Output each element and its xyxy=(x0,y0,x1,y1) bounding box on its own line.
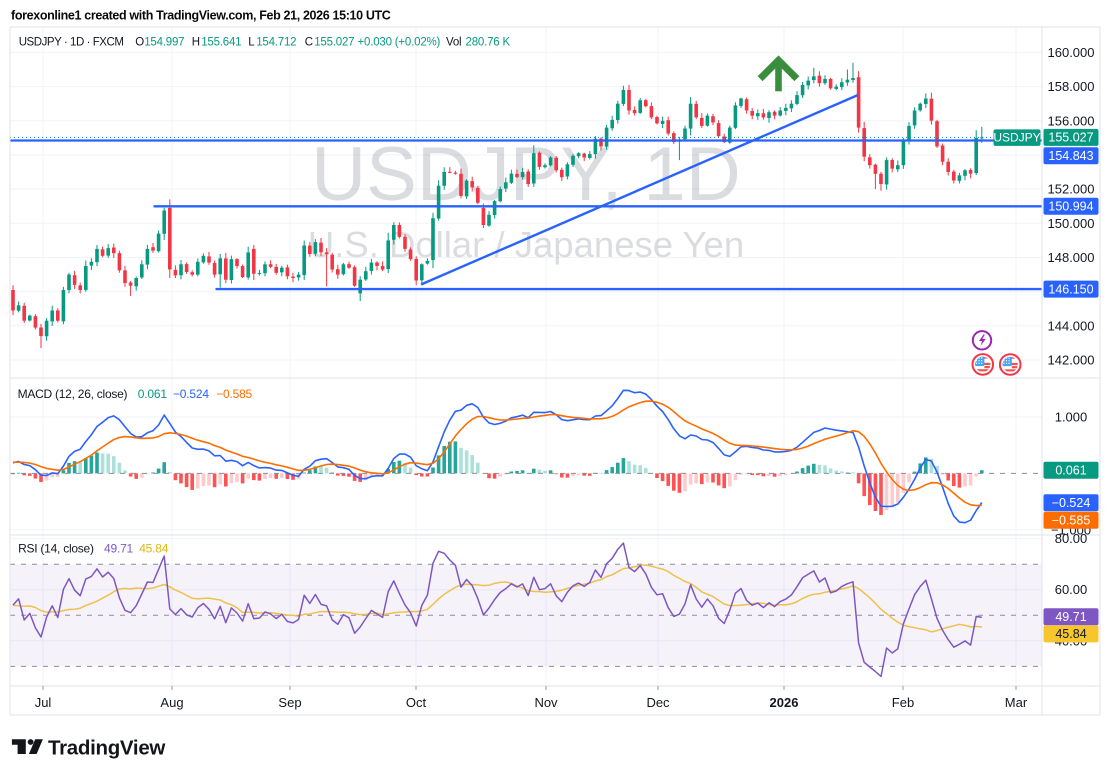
svg-text:forexonline1 created with Trad: forexonline1 created with TradingView.co… xyxy=(11,9,391,23)
svg-text:Oct: Oct xyxy=(406,695,427,710)
svg-text:150.994: 150.994 xyxy=(1048,200,1093,214)
svg-text:U.S. Dollar / Japanese Yen: U.S. Dollar / Japanese Yen xyxy=(308,224,744,265)
svg-text:Dec: Dec xyxy=(646,695,670,710)
svg-text:Aug: Aug xyxy=(160,695,183,710)
svg-text:TradingView: TradingView xyxy=(48,737,165,760)
svg-text:142.000: 142.000 xyxy=(1048,353,1095,368)
svg-text:49.71: 49.71 xyxy=(1055,610,1086,624)
svg-text:USDJPY: USDJPY xyxy=(993,131,1040,145)
svg-text:USDJPY, 1D: USDJPY, 1D xyxy=(311,132,740,217)
svg-text:Jul: Jul xyxy=(35,695,52,710)
svg-text:−0.585: −0.585 xyxy=(1052,514,1091,528)
svg-text:MACD (12, 26, close)0.061−0.52: MACD (12, 26, close) 0.061 −0.524 −0.585 xyxy=(18,387,253,401)
svg-text:45.84: 45.84 xyxy=(1055,627,1086,641)
svg-text:146.150: 146.150 xyxy=(1048,282,1093,296)
svg-text:80.00: 80.00 xyxy=(1055,531,1088,546)
svg-text:Nov: Nov xyxy=(534,695,558,710)
svg-text:156.000: 156.000 xyxy=(1048,113,1095,128)
svg-text:158.000: 158.000 xyxy=(1048,79,1095,94)
svg-text:0.061: 0.061 xyxy=(1055,464,1086,478)
svg-text:148.000: 148.000 xyxy=(1048,250,1095,265)
svg-text:1.000: 1.000 xyxy=(1055,410,1088,425)
svg-text:152.000: 152.000 xyxy=(1048,182,1095,197)
svg-text:Feb: Feb xyxy=(892,695,914,710)
svg-text:155.027: 155.027 xyxy=(1048,131,1093,145)
svg-text:150.000: 150.000 xyxy=(1048,216,1095,231)
svg-text:154.843: 154.843 xyxy=(1048,149,1093,163)
svg-text:2026: 2026 xyxy=(770,695,799,710)
svg-text:160.000: 160.000 xyxy=(1048,45,1095,60)
svg-text:Mar: Mar xyxy=(1005,695,1028,710)
svg-text:Sep: Sep xyxy=(278,695,301,710)
svg-text:144.000: 144.000 xyxy=(1048,318,1095,333)
svg-text:60.00: 60.00 xyxy=(1055,582,1088,597)
svg-text:−0.524: −0.524 xyxy=(1052,496,1091,510)
